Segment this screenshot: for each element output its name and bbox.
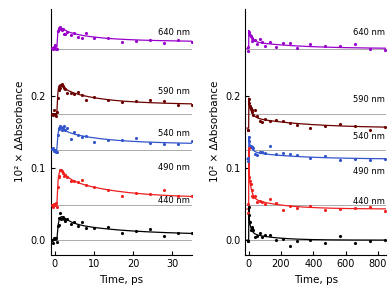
Text: 590 nm: 590 nm: [353, 95, 385, 104]
Text: 540 nm: 540 nm: [353, 132, 385, 141]
Text: 540 nm: 540 nm: [158, 129, 190, 138]
Y-axis label: 10² × ΔAbsorbance: 10² × ΔAbsorbance: [15, 81, 25, 182]
Text: 440 nm: 440 nm: [158, 196, 190, 205]
Text: 490 nm: 490 nm: [353, 167, 385, 176]
Text: 640 nm: 640 nm: [158, 28, 190, 36]
X-axis label: Time, ps: Time, ps: [99, 275, 143, 285]
Y-axis label: 10² × ΔAbsorbance: 10² × ΔAbsorbance: [209, 81, 220, 182]
Text: 490 nm: 490 nm: [158, 163, 190, 172]
Text: 440 nm: 440 nm: [353, 197, 385, 206]
Text: 640 nm: 640 nm: [352, 28, 385, 36]
X-axis label: Time, ps: Time, ps: [294, 275, 338, 285]
Text: 590 nm: 590 nm: [158, 88, 190, 96]
